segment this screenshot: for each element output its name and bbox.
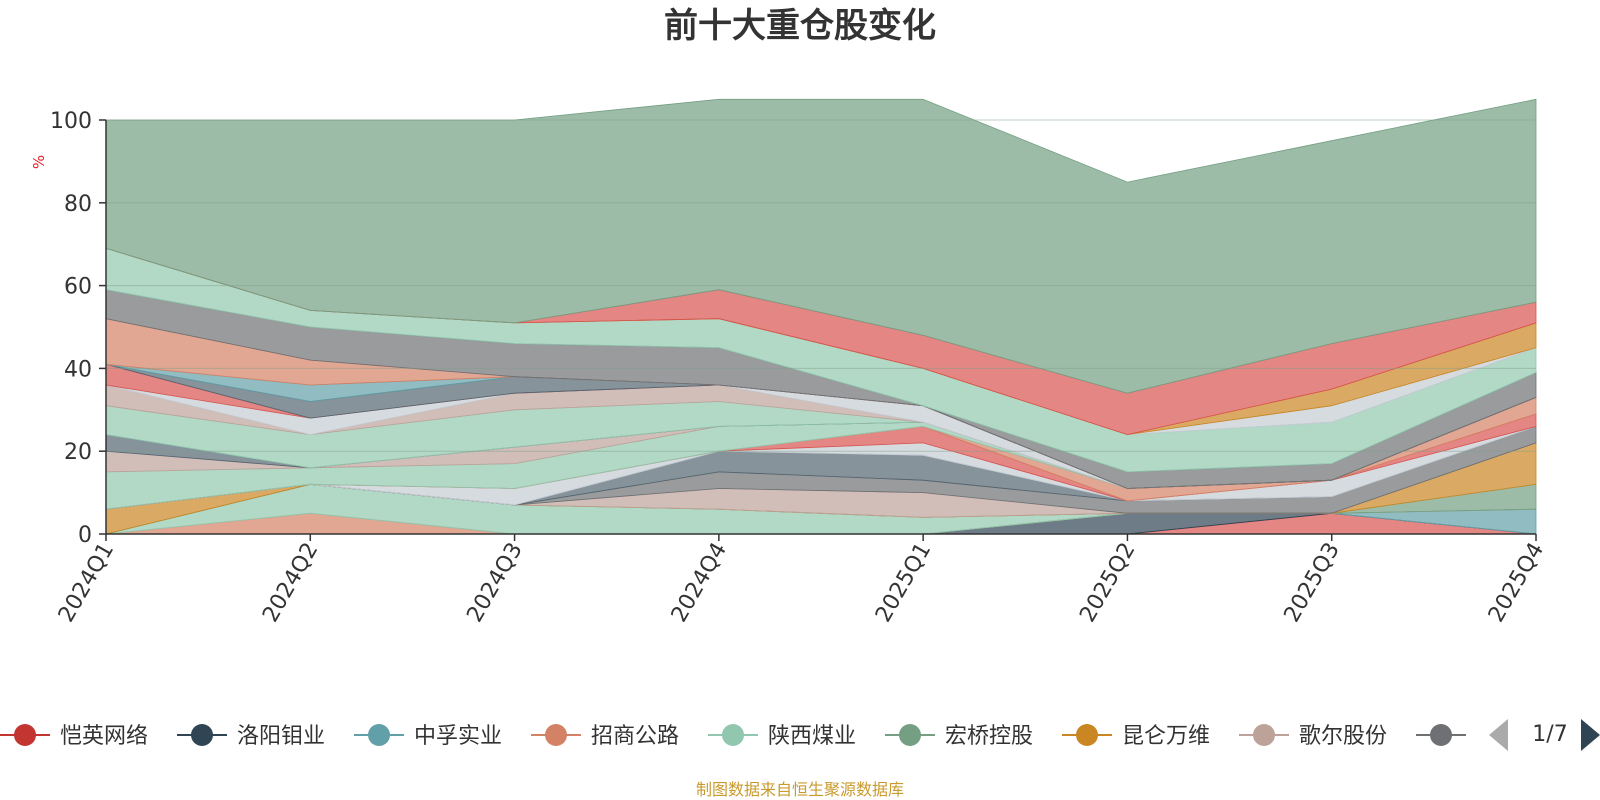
legend-prev-page-icon[interactable] bbox=[1489, 719, 1508, 751]
data-source-note: 制图数据来自恒生聚源数据库 bbox=[696, 780, 904, 799]
legend-marker-icon bbox=[1253, 724, 1275, 746]
y-tick-label: 40 bbox=[64, 357, 92, 382]
x-tick-label: 2025Q1 bbox=[871, 539, 936, 627]
y-tick-label: 20 bbox=[64, 440, 92, 465]
chart-title: 前十大重仓股变化 bbox=[664, 6, 936, 46]
x-tick-label: 2024Q4 bbox=[667, 539, 732, 627]
legend-marker-icon bbox=[191, 724, 213, 746]
legend-item[interactable]: 宏桥控股 bbox=[885, 724, 1033, 749]
legend-label: 招商公路 bbox=[591, 724, 679, 749]
legend-label: 洛阳钼业 bbox=[237, 724, 325, 749]
legend-item[interactable]: 恺英网络 bbox=[0, 724, 148, 749]
x-tick-label: 2024Q1 bbox=[54, 539, 119, 627]
y-axis-ticks: 0 20 40 60 80 100 bbox=[50, 109, 106, 548]
y-tick-label: 60 bbox=[64, 275, 92, 300]
legend-items: 恺英网络 洛阳钼业 中孚实业 招商公路 陕西煤业 宏桥控股 昆仑万维 歌尔股份 其他个股 bbox=[0, 724, 1564, 749]
axes bbox=[105, 120, 1536, 535]
x-tick-label: 2024Q3 bbox=[462, 539, 527, 627]
y-axis-unit-label: % bbox=[30, 155, 48, 169]
legend-marker-icon bbox=[1076, 724, 1098, 746]
area-series-29 bbox=[105, 98, 1537, 394]
y-tick-label: 0 bbox=[78, 523, 92, 548]
x-axis-ticks: 2024Q1 2024Q2 2024Q3 2024Q4 2025Q1 2025Q2 2025… bbox=[54, 534, 1549, 627]
legend-marker-icon bbox=[545, 724, 567, 746]
legend-marker-icon bbox=[14, 724, 36, 746]
legend-marker-icon bbox=[899, 724, 921, 746]
legend-label: 宏桥控股 bbox=[945, 724, 1033, 749]
legend-marker-icon bbox=[1430, 724, 1452, 746]
legend-marker-icon bbox=[368, 724, 390, 746]
legend-item[interactable]: 其他个股 bbox=[1416, 724, 1564, 749]
legend-item[interactable]: 招商公路 bbox=[531, 724, 679, 749]
x-tick-label: 2025Q4 bbox=[1484, 539, 1549, 627]
legend-item[interactable]: 陕西煤业 bbox=[708, 724, 856, 749]
grid-lines bbox=[106, 119, 1536, 452]
legend-item[interactable]: 歌尔股份 bbox=[1239, 724, 1387, 749]
y-tick-label: 80 bbox=[64, 192, 92, 217]
legend-label: 陕西煤业 bbox=[768, 724, 856, 749]
x-tick-label: 2025Q2 bbox=[1075, 539, 1140, 627]
legend-label: 恺英网络 bbox=[60, 724, 148, 749]
legend-page-indicator: 1/7 bbox=[1532, 722, 1567, 747]
x-tick-label: 2025Q3 bbox=[1280, 539, 1345, 627]
legend-label: 其他个股 bbox=[1476, 724, 1564, 749]
x-tick-label: 2024Q2 bbox=[258, 539, 323, 627]
y-tick-label: 100 bbox=[50, 109, 92, 134]
legend: 恺英网络 洛阳钼业 中孚实业 招商公路 陕西煤业 宏桥控股 昆仑万维 歌尔股份 其他个股 bbox=[0, 724, 1564, 749]
legend-label: 昆仑万维 bbox=[1122, 724, 1210, 749]
legend-item[interactable]: 中孚实业 bbox=[354, 724, 502, 749]
legend-label: 中孚实业 bbox=[414, 724, 502, 749]
legend-item[interactable]: 昆仑万维 bbox=[1062, 724, 1210, 749]
legend-next-page-icon[interactable] bbox=[1581, 719, 1600, 751]
legend-label: 歌尔股份 bbox=[1299, 724, 1387, 749]
legend-pager: 1/7 bbox=[1489, 719, 1600, 751]
legend-marker-icon bbox=[722, 724, 744, 746]
legend-item[interactable]: 洛阳钼业 bbox=[177, 724, 325, 749]
area-series-group bbox=[105, 98, 1537, 535]
